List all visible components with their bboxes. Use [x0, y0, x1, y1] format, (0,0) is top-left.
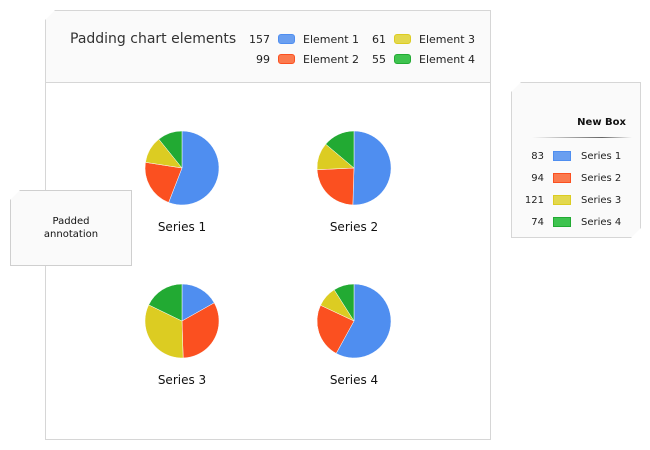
panel-corner [45, 10, 55, 20]
annotation-line-2: annotation [43, 229, 99, 240]
pie-slice-element-4 [333, 283, 355, 322]
chart-title: Padding chart elements [70, 31, 237, 47]
new-box-swatch [553, 195, 571, 205]
legend-item-element-3: 61 Element 3 [352, 29, 475, 49]
new-box-value: 94 [531, 172, 544, 184]
new-box-label: Series 1 [581, 150, 622, 162]
pie-slice-element-2 [316, 167, 355, 206]
legend-value: 99 [256, 52, 270, 66]
new-box-label: Series 4 [581, 216, 622, 228]
new-box-label: Series 3 [581, 194, 622, 206]
new-box-item-series-4: 74 Series 4 [512, 211, 621, 233]
pie-slice-element-4 [148, 283, 183, 322]
pie-label-series-1: Series 1 [157, 220, 207, 234]
padded-annotation: Padded annotation [10, 190, 132, 266]
new-box-value: 83 [531, 150, 544, 162]
pie-slice-element-1 [335, 283, 392, 359]
new-box-item-series-2: 94 Series 2 [512, 167, 621, 189]
legend-item-element-4: 55 Element 4 [352, 49, 475, 69]
new-box-legend-list: 83 Series 1 94 Series 2 121 Series 3 74 … [512, 145, 621, 233]
pie-label-series-3: Series 3 [157, 373, 207, 387]
pie-label-series-4: Series 4 [329, 373, 379, 387]
pie-slice-element-1 [352, 130, 392, 206]
pie-slice-element-2 [144, 162, 183, 203]
legend-label: Element 1 [303, 32, 360, 46]
new-box-item-series-3: 121 Series 3 [512, 189, 621, 211]
new-box-label: Series 2 [581, 172, 622, 184]
pie-slice-element-1 [168, 130, 220, 206]
pie-label-series-2: Series 2 [329, 220, 379, 234]
legend-label: Element 3 [419, 32, 476, 46]
new-box-swatch [553, 217, 571, 227]
legend-value: 55 [372, 52, 386, 66]
pie-series-3 [144, 283, 220, 359]
legend-column-1: 157 Element 1 99 Element 2 [236, 29, 359, 69]
new-box-value: 121 [524, 194, 544, 206]
new-box-title: New Box [577, 117, 626, 128]
legend-label: Element 4 [419, 52, 476, 66]
chart-header: Padding chart elements 157 Element 1 99 … [45, 10, 490, 83]
legend-swatch [278, 34, 295, 44]
new-box-swatch [553, 151, 571, 161]
annotation-text: Padded annotation [11, 215, 131, 241]
new-box-corner-top [511, 82, 521, 92]
annotation-line-1: Padded [52, 216, 90, 227]
new-box-item-series-1: 83 Series 1 [512, 145, 621, 167]
new-box-divider [532, 137, 632, 138]
pie-slice-element-4 [158, 130, 183, 169]
new-box-legend: New Box 83 Series 1 94 Series 2 121 Seri… [511, 82, 641, 238]
new-box-swatch [553, 173, 571, 183]
legend-item-element-1: 157 Element 1 [236, 29, 359, 49]
legend-value: 157 [249, 32, 270, 46]
legend-value: 61 [372, 32, 386, 46]
pie-series-2 [316, 130, 392, 206]
pie-slice-element-3 [144, 304, 184, 359]
legend-swatch [394, 54, 411, 64]
legend-label: Element 2 [303, 52, 360, 66]
new-box-value: 74 [531, 216, 544, 228]
legend-item-element-2: 99 Element 2 [236, 49, 359, 69]
legend-swatch [394, 34, 411, 44]
pie-slice-element-2 [181, 302, 220, 359]
legend-swatch [278, 54, 295, 64]
pie-slice-element-4 [325, 130, 355, 169]
new-box-corner-bottom [631, 228, 641, 238]
legend-column-2: 61 Element 3 55 Element 4 [352, 29, 475, 69]
annotation-corner [10, 190, 20, 200]
pie-series-1 [144, 130, 220, 206]
pie-slice-element-2 [316, 304, 355, 354]
pie-series-4 [316, 283, 392, 359]
